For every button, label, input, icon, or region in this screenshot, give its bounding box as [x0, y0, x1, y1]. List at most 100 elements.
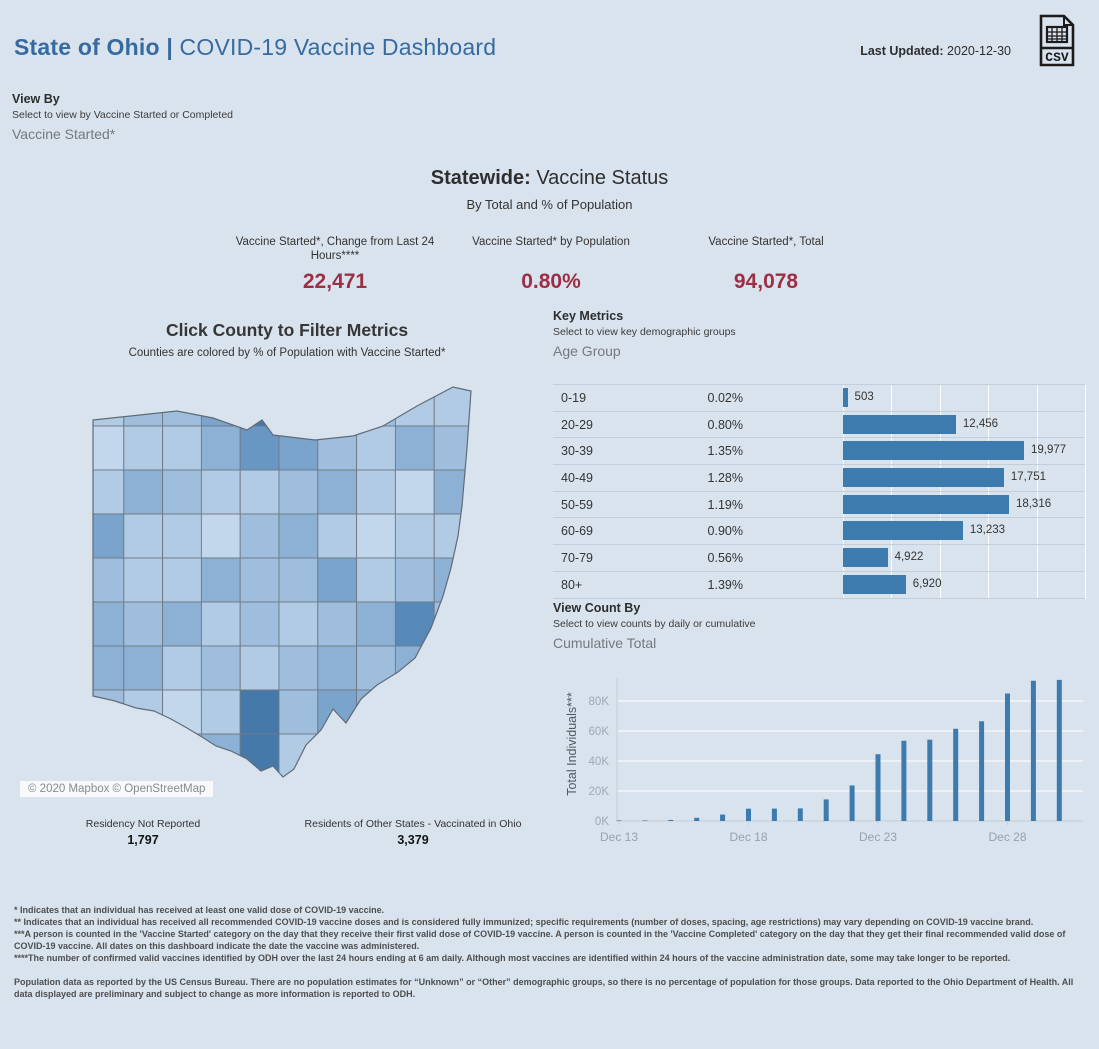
cumulative-bar[interactable] — [1056, 679, 1062, 821]
ohio-county-map[interactable] — [15, 378, 520, 786]
county[interactable] — [85, 645, 125, 691]
county[interactable] — [278, 469, 319, 515]
county[interactable] — [317, 469, 358, 515]
county[interactable] — [433, 645, 473, 691]
county[interactable] — [123, 513, 164, 559]
county[interactable] — [317, 601, 358, 647]
county[interactable] — [200, 557, 241, 603]
county[interactable] — [433, 733, 473, 778]
county[interactable] — [356, 513, 396, 559]
county[interactable] — [317, 689, 358, 735]
age-group-row[interactable]: 70-79 0.56% 4,922 — [553, 545, 1085, 572]
county[interactable] — [394, 425, 435, 471]
count-bar[interactable] — [843, 548, 888, 568]
county[interactable] — [433, 425, 473, 471]
county[interactable] — [200, 425, 241, 471]
county[interactable] — [278, 382, 319, 427]
county[interactable] — [162, 513, 202, 559]
county[interactable] — [356, 557, 396, 603]
count-bar[interactable] — [843, 494, 1009, 514]
county[interactable] — [356, 469, 396, 515]
county[interactable] — [317, 382, 358, 427]
county[interactable] — [162, 645, 202, 691]
map-attribution[interactable]: © 2020 Mapbox © OpenStreetMap — [20, 781, 214, 797]
county[interactable] — [162, 469, 202, 515]
county[interactable] — [394, 513, 435, 559]
county[interactable] — [278, 425, 319, 471]
county[interactable] — [278, 645, 319, 691]
count-bar[interactable] — [843, 388, 848, 407]
county[interactable] — [123, 733, 164, 778]
cumulative-bar[interactable] — [771, 808, 777, 821]
cumulative-bar[interactable] — [642, 820, 648, 821]
county[interactable] — [356, 601, 396, 647]
age-group-row[interactable]: 20-29 0.80% 12,456 — [553, 412, 1085, 439]
county[interactable] — [123, 645, 164, 691]
county[interactable] — [317, 513, 358, 559]
county[interactable] — [123, 601, 164, 647]
county[interactable] — [239, 382, 280, 427]
county[interactable] — [278, 601, 319, 647]
county[interactable] — [239, 689, 280, 735]
county[interactable] — [394, 557, 435, 603]
county[interactable] — [317, 557, 358, 603]
county[interactable] — [278, 733, 319, 778]
county[interactable] — [162, 425, 202, 471]
cumulative-bar[interactable] — [797, 808, 803, 821]
county[interactable] — [162, 382, 202, 427]
county[interactable] — [394, 689, 435, 735]
county[interactable] — [356, 733, 396, 778]
county[interactable] — [200, 601, 241, 647]
county[interactable] — [317, 733, 358, 778]
county[interactable] — [394, 382, 435, 427]
county[interactable] — [162, 733, 202, 778]
cumulative-bar[interactable] — [1030, 680, 1036, 821]
age-group-row[interactable]: 50-59 1.19% 18,316 — [553, 492, 1085, 519]
cumulative-bar[interactable] — [616, 820, 622, 821]
county[interactable] — [85, 513, 125, 559]
county[interactable] — [433, 601, 473, 647]
county[interactable] — [85, 733, 125, 778]
county[interactable] — [85, 557, 125, 603]
county[interactable] — [356, 689, 396, 735]
county[interactable] — [162, 601, 202, 647]
county[interactable] — [239, 733, 280, 778]
cumulative-bar[interactable] — [849, 785, 855, 821]
county[interactable] — [162, 557, 202, 603]
cumulative-bar[interactable] — [823, 799, 829, 821]
view-by-dropdown[interactable]: Vaccine Started* — [12, 126, 116, 142]
county[interactable] — [394, 601, 435, 647]
county[interactable] — [85, 425, 125, 471]
county[interactable] — [123, 557, 164, 603]
county[interactable] — [200, 469, 241, 515]
county[interactable] — [317, 645, 358, 691]
county[interactable] — [433, 689, 473, 735]
count-bar[interactable] — [843, 521, 963, 541]
age-group-row[interactable]: 40-49 1.28% 17,751 — [553, 465, 1085, 492]
age-group-row[interactable]: 30-39 1.35% 19,977 — [553, 438, 1085, 466]
county[interactable] — [239, 557, 280, 603]
county[interactable] — [433, 513, 473, 559]
county[interactable] — [123, 382, 164, 427]
county[interactable] — [123, 425, 164, 471]
cumulative-bar[interactable] — [953, 728, 959, 821]
county[interactable] — [278, 557, 319, 603]
age-group-row[interactable]: 80+ 1.39% 6,920 — [553, 572, 1085, 599]
count-bar[interactable] — [843, 468, 1004, 488]
county[interactable] — [356, 382, 396, 427]
county[interactable] — [162, 689, 202, 735]
county[interactable] — [239, 425, 280, 471]
count-bar[interactable] — [843, 574, 906, 594]
county[interactable] — [85, 469, 125, 515]
count-bar[interactable] — [843, 414, 956, 434]
age-group-row[interactable]: 0-19 0.02% 503 — [553, 385, 1085, 412]
county[interactable] — [200, 513, 241, 559]
cumulative-bar[interactable] — [720, 814, 726, 821]
county[interactable] — [85, 382, 125, 427]
county[interactable] — [85, 601, 125, 647]
count-bar[interactable] — [843, 441, 1024, 461]
county[interactable] — [394, 645, 435, 691]
cumulative-bar[interactable] — [979, 721, 985, 821]
county[interactable] — [356, 645, 396, 691]
county[interactable] — [200, 382, 241, 427]
